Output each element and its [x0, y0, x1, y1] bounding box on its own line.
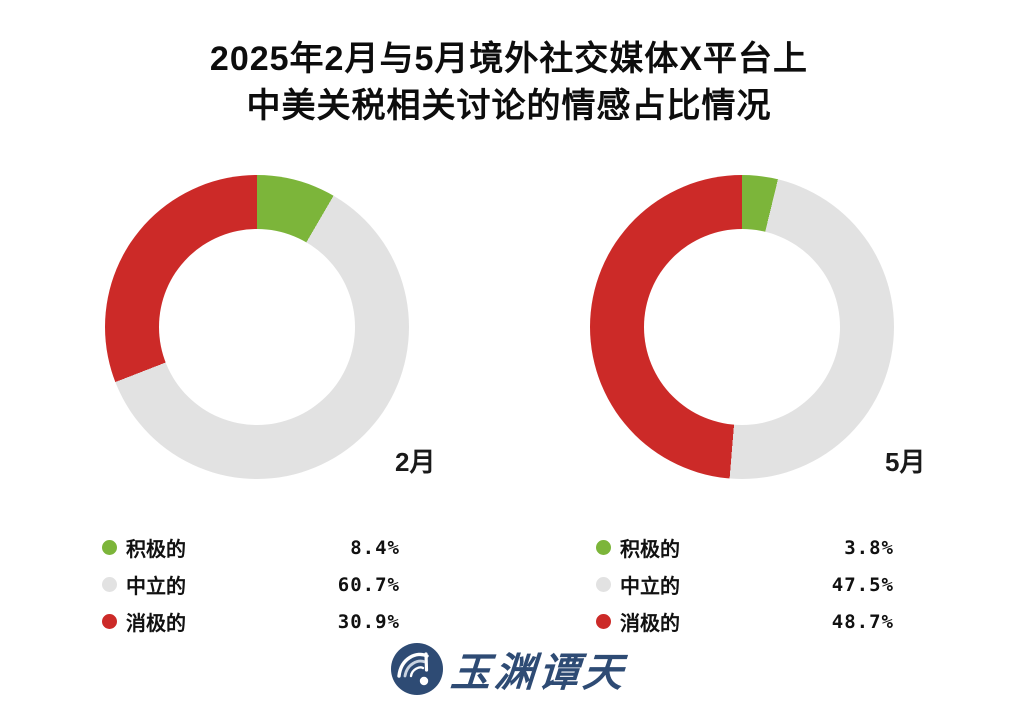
legend-item-negative: 消极的 48.7% [596, 603, 894, 640]
month-label-may: 5月 [885, 447, 926, 477]
legend-value: 3.8% [844, 536, 894, 559]
legend-label: 消极的 [126, 613, 186, 635]
legend-value: 8.4% [350, 536, 400, 559]
donut-chart-february [105, 175, 409, 479]
page-title: 2025年2月与5月境外社交媒体X平台上 中美关税相关讨论的情感占比情况 [0, 36, 1018, 130]
legend-dot-positive [596, 540, 611, 555]
legend-label: 积极的 [620, 539, 680, 561]
legend-item-neutral: 中立的 60.7% [102, 566, 400, 603]
donut-hole [159, 229, 355, 425]
legend-dot-neutral [102, 577, 117, 592]
brand-logo: 玉渊谭天 [0, 638, 1018, 700]
legend-label: 中立的 [620, 576, 680, 598]
donut-chart-may [590, 175, 894, 479]
legend-dot-negative [596, 614, 611, 629]
legend-item-neutral: 中立的 47.5% [596, 566, 894, 603]
legend-label: 中立的 [126, 576, 186, 598]
legend-item-positive: 积极的 8.4% [102, 529, 400, 566]
page-title-line1: 2025年2月与5月境外社交媒体X平台上 [209, 40, 809, 78]
month-label-february: 2月 [395, 447, 436, 477]
legend-value: 48.7% [831, 610, 894, 633]
legend-label: 积极的 [126, 539, 186, 561]
legend-item-negative: 消极的 30.9% [102, 603, 400, 640]
donut-hole [644, 229, 840, 425]
legend-february: 积极的 8.4% 中立的 60.7% 消极的 30.9% [102, 529, 400, 640]
legend-item-positive: 积极的 3.8% [596, 529, 894, 566]
legend-may: 积极的 3.8% 中立的 47.5% 消极的 48.7% [596, 529, 894, 640]
legend-dot-positive [102, 540, 117, 555]
logo-text: 玉渊谭天 [449, 649, 629, 696]
legend-dot-negative [102, 614, 117, 629]
legend-dot-neutral [596, 577, 611, 592]
legend-value: 30.9% [337, 610, 400, 633]
legend-value: 47.5% [831, 573, 894, 596]
legend-value: 60.7% [337, 573, 400, 596]
wave-icon [391, 643, 443, 695]
page-title-line2: 中美关税相关讨论的情感占比情况 [246, 87, 772, 125]
legend-label: 消极的 [620, 613, 680, 635]
